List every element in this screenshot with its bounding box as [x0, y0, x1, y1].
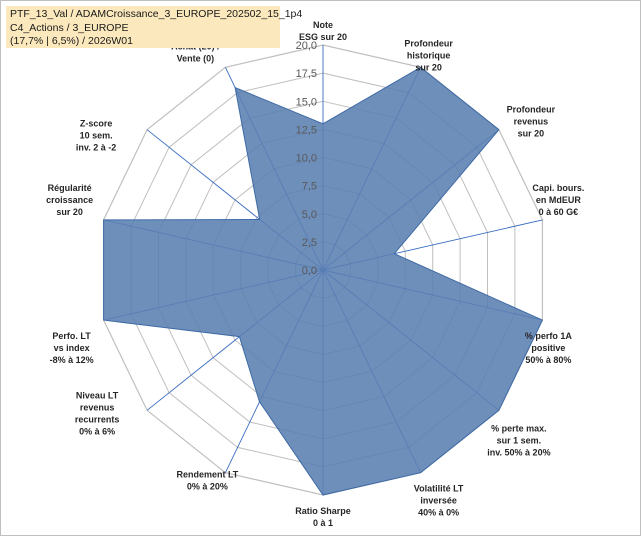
portfolio-info-box: PTF_13_Val / ADAMCroissance_3_EUROPE_202…: [6, 6, 303, 48]
axis-label: % perfo 1A positive 50% à 80%: [525, 331, 573, 365]
portfolio-title: PTF_13_Val / ADAMCroissance_3_EUROPE_202…: [10, 8, 303, 20]
tick-label: 2,5: [302, 237, 317, 249]
portfolio-stats: (17,7% | 6,5%) / 2026W01: [10, 35, 133, 47]
axis-label: Ratio Sharpe 0 à 1: [295, 506, 351, 528]
axis-label: Perfo. LT vs index -8% à 12%: [50, 331, 94, 365]
axis-label: Niveau LT revenus recurrents 0% à 6%: [75, 390, 120, 436]
axis-label: Profondeur revenus sur 20: [507, 105, 556, 139]
tick-label: 17,5: [296, 68, 317, 80]
axis-label: Capi. bours. en MdEUR 0 à 60 G€: [532, 183, 584, 217]
series-area: [103, 66, 544, 496]
axis-label: Profondeur historique sur 20: [404, 38, 453, 72]
tick-label: 15,0: [296, 96, 317, 108]
tick-label: 20,0: [296, 40, 317, 52]
axis-label: Note ESG sur 20: [299, 20, 347, 42]
axis-label: % perte max. sur 1 sem. inv. 50% à 20%: [487, 423, 550, 457]
radar-tick-labels: 0,0 2,5 5,0 7,5 10,0 12,5 15,0 17,5 20,0: [296, 40, 317, 277]
axis-label: Régularité croissance sur 20: [46, 183, 93, 217]
tick-label: 10,0: [296, 153, 317, 165]
axis-label: Z-score 10 sem. inv. 2 à -2: [76, 119, 116, 153]
tick-label: 0,0: [302, 265, 317, 277]
tick-label: 7,5: [302, 181, 317, 193]
axis-label: Rendement LT 0% à 20%: [176, 470, 238, 492]
tick-label: 5,0: [302, 209, 317, 221]
axis-label: Volatilité LT inversée 40% à 0%: [414, 484, 464, 518]
tick-label: 12,5: [296, 124, 317, 136]
radar-series: [103, 66, 544, 496]
portfolio-category: C4_Actions / 3_EUROPE: [10, 21, 129, 34]
